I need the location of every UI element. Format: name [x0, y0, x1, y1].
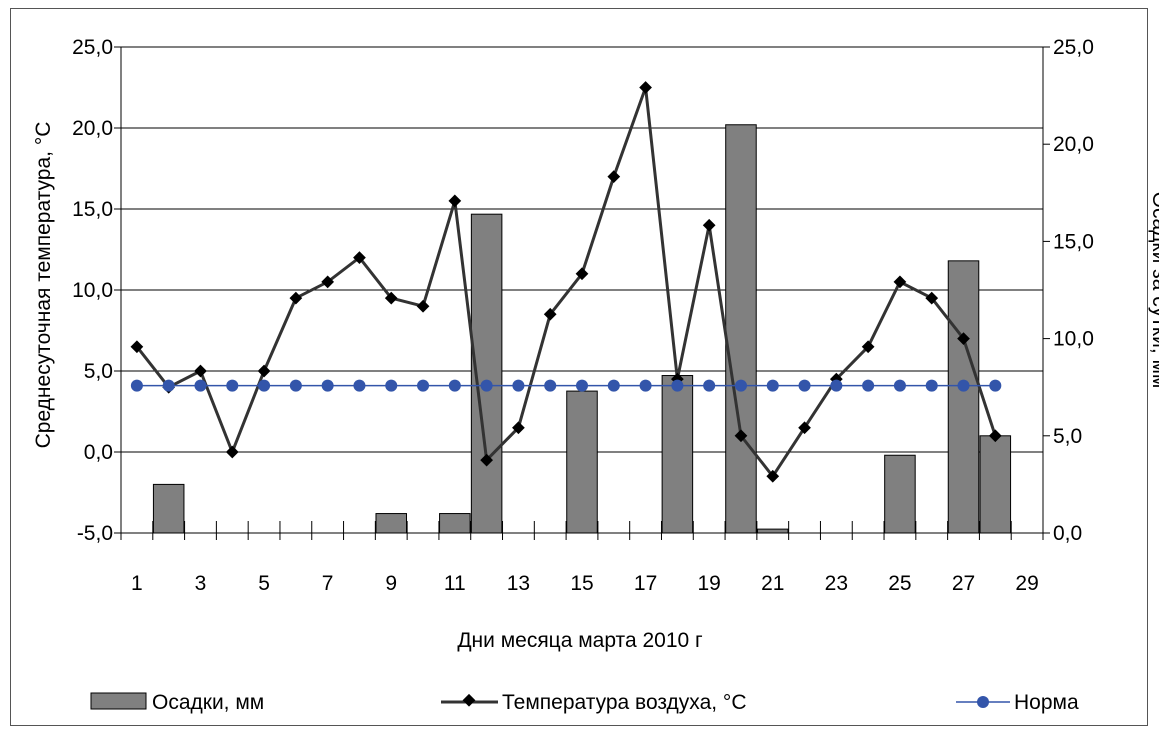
y-axis-left-title: Среднесуточная температура, °C [32, 122, 55, 449]
precipitation-bar [947, 260, 980, 534]
x-tick-label: 25 [888, 572, 911, 595]
x-tick-label: 15 [570, 572, 593, 595]
precipitation-bar [725, 124, 757, 534]
x-tick-label: 23 [825, 572, 848, 595]
precipitation-bar [152, 483, 185, 534]
legend-marker-norm [977, 696, 989, 708]
norm-point [480, 379, 493, 392]
norm-point [321, 379, 334, 392]
x-tick-label: 1 [131, 572, 143, 595]
norm-point [925, 379, 938, 392]
precipitation-bar [470, 213, 503, 534]
norm-point [385, 379, 398, 392]
temperature-point [639, 81, 652, 94]
precipitation-bar [375, 513, 408, 534]
x-tick-label: 29 [1015, 572, 1038, 595]
temperature-point [225, 445, 239, 459]
x-tick-label: 19 [697, 572, 720, 595]
legend-label-precipitation: Осадки, мм [152, 691, 264, 714]
norm-point [162, 379, 175, 392]
temperature-point [194, 364, 207, 378]
x-tick-label: 27 [952, 572, 975, 595]
y-right-tick-label: 0,0 [1053, 522, 1082, 545]
norm-point [893, 379, 906, 392]
norm-point [417, 379, 430, 392]
temperature-point [130, 340, 144, 354]
temperature-point [384, 291, 398, 305]
temperature-point [416, 299, 430, 313]
x-tick-label: 13 [507, 572, 530, 595]
legend-label-norm: Норма [1014, 691, 1079, 714]
norm-point [194, 379, 207, 392]
y-right-tick-label: 15,0 [1053, 230, 1094, 253]
precipitation-bar [439, 513, 471, 534]
norm-point [957, 379, 970, 392]
norm-point [448, 379, 461, 392]
norm-point [544, 379, 557, 392]
y-left-tick-label: 10,0 [72, 279, 113, 302]
y-right-tick-label: 10,0 [1053, 328, 1094, 351]
norm-point [703, 379, 716, 392]
x-tick-label: 21 [761, 572, 784, 595]
y-left-tick-label: 25,0 [72, 36, 113, 59]
temperature-point [893, 275, 907, 289]
norm-point [862, 379, 875, 392]
temperature-point [353, 251, 366, 264]
legend-marker-temperature [462, 693, 476, 707]
norm-point [576, 379, 588, 392]
legend-swatch-precipitation [90, 692, 147, 710]
norm-point [798, 379, 811, 392]
norm-point [353, 379, 366, 392]
y-right-tick-label: 25,0 [1053, 36, 1094, 59]
precipitation-bar [566, 390, 598, 534]
x-tick-label: 11 [444, 572, 466, 595]
norm-point [830, 379, 843, 392]
temperature-point [448, 194, 462, 208]
norm-point [766, 379, 779, 392]
precipitation-bar [884, 454, 916, 534]
precipitation-bar [661, 375, 694, 534]
x-axis-title: Дни месяца марта 2010 г [457, 629, 703, 652]
temperature-line [135, 86, 997, 479]
temperature-point [480, 453, 493, 467]
norm-point [289, 379, 302, 392]
norm-point [671, 379, 684, 392]
x-tick-label: 3 [195, 572, 207, 595]
x-tick-label: 5 [258, 572, 270, 595]
axes [114, 46, 1050, 540]
norm-point [512, 379, 525, 392]
temperature-point [607, 170, 621, 183]
y-right-tick-label: 20,0 [1053, 133, 1094, 156]
y-axis-right-title: Осадки за сутки, мм [1148, 192, 1159, 389]
y-left-tick-label: 0,0 [84, 441, 113, 464]
legend-label-temperature: Температура воздуха, °C [502, 691, 746, 714]
temperature-point [289, 291, 303, 305]
norm-point [226, 379, 239, 392]
norm-point [734, 379, 747, 392]
temperature-point [257, 364, 271, 378]
precipitation-bar [979, 435, 1012, 534]
x-tick-label: 7 [322, 572, 334, 595]
temperature-point [702, 218, 716, 232]
y-left-tick-label: 5,0 [84, 360, 113, 383]
legend: Осадки, мм Температура воздуха, °C Норма [90, 691, 1079, 714]
norm-point [639, 379, 652, 392]
temperature-point [321, 275, 335, 289]
norm-point [258, 379, 271, 392]
lines [130, 81, 1002, 483]
x-tick-label: 9 [385, 572, 397, 595]
norm-point [130, 379, 143, 392]
norm-point [989, 379, 1002, 392]
tick-labels: 25,020,015,010,05,00,0-5,025,020,015,010… [72, 36, 1094, 595]
y-right-tick-label: 5,0 [1053, 425, 1082, 448]
precipitation-bar [756, 528, 789, 534]
y-left-tick-label: 15,0 [72, 198, 113, 221]
norm-point [607, 379, 620, 392]
y-left-tick-label: -5,0 [77, 522, 113, 545]
y-left-tick-label: 20,0 [72, 117, 113, 140]
x-tick-label: 17 [634, 572, 657, 595]
